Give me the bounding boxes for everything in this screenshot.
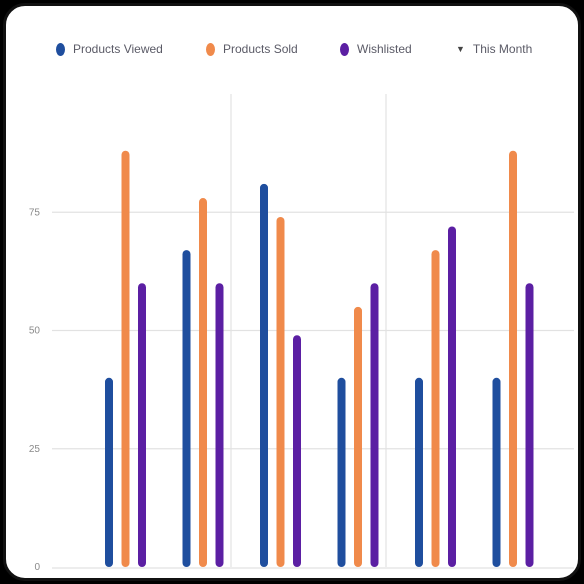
- bar-wishlisted: [293, 335, 301, 567]
- bar-wishlisted: [448, 226, 456, 567]
- legend-products-sold[interactable]: Products Sold: [206, 42, 298, 56]
- chevron-down-icon: ▼: [456, 44, 465, 54]
- bar-wishlisted: [215, 283, 224, 567]
- bar-products-viewed: [492, 377, 501, 567]
- bar-wishlisted: [525, 283, 534, 567]
- bar-products-sold: [354, 306, 362, 567]
- bar-products-viewed: [182, 250, 191, 567]
- y-tick-label: 25: [29, 444, 41, 455]
- bar-products-viewed: [105, 377, 113, 567]
- bar-wishlisted: [138, 283, 146, 567]
- bar-products-sold: [121, 150, 130, 567]
- legend-wishlisted[interactable]: Wishlisted: [340, 42, 412, 56]
- bar-products-sold: [509, 150, 517, 567]
- legend: Products Viewed Products Sold Wishlisted…: [6, 42, 578, 66]
- bar-products-viewed: [260, 183, 268, 567]
- legend-label-products-sold: Products Sold: [223, 42, 298, 56]
- legend-label-products-viewed: Products Viewed: [73, 42, 163, 56]
- bar-products-viewed: [415, 377, 423, 567]
- y-tick-label: 75: [29, 207, 41, 218]
- wishlisted-dot-icon: [340, 42, 349, 56]
- bar-products-sold: [431, 250, 440, 567]
- bar-products-sold: [199, 198, 207, 567]
- legend-label-wishlisted: Wishlisted: [357, 42, 412, 56]
- bar-products-viewed: [337, 377, 346, 567]
- bar-wishlisted: [370, 283, 379, 567]
- y-tick-label: 0: [34, 562, 40, 573]
- products-viewed-dot-icon: [56, 42, 65, 56]
- period-dropdown-label: This Month: [472, 42, 533, 56]
- period-dropdown[interactable]: ▼ This Month: [456, 42, 532, 56]
- bar-chart: 0 25 50 75: [29, 94, 574, 573]
- bar-products-sold: [276, 216, 285, 568]
- chart-card: Products Viewed Products Sold Wishlisted…: [3, 3, 581, 581]
- legend-products-viewed[interactable]: Products Viewed: [56, 42, 163, 56]
- products-sold-dot-icon: [206, 42, 215, 56]
- y-tick-label: 50: [29, 326, 41, 337]
